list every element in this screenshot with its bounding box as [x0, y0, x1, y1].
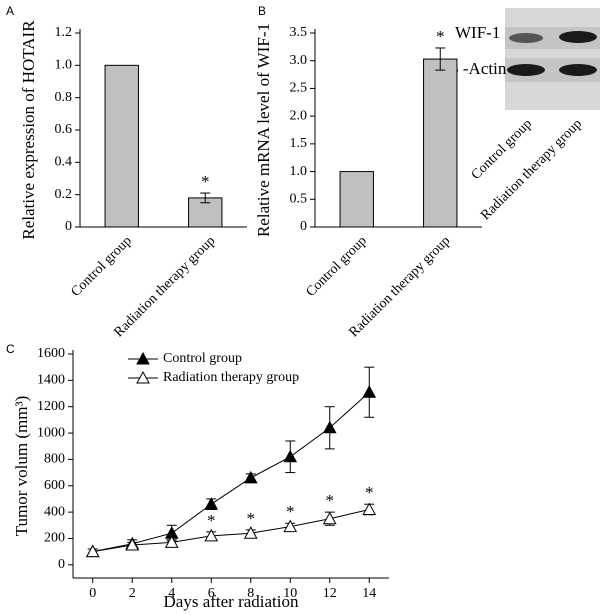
y-tick-label: 0.5	[290, 192, 308, 207]
panel-label: A	[6, 4, 14, 18]
bar	[339, 171, 374, 228]
significance-mark: *	[286, 502, 295, 521]
blot-band	[559, 31, 597, 43]
x-tick-label: 4	[168, 586, 175, 601]
y-tick-label: 3.0	[290, 53, 308, 68]
x-tick-label: 6	[208, 586, 215, 601]
panel-label: C	[6, 342, 15, 356]
legend-label: Radiation therapy group	[163, 370, 299, 385]
significance-mark: *	[247, 509, 256, 528]
y-tick-label: 800	[44, 452, 65, 467]
bar	[104, 64, 139, 228]
y-tick-label: 200	[44, 531, 65, 546]
y-tick-label: 2.5	[290, 81, 308, 96]
y-tick-label: 0.8	[55, 90, 73, 105]
legend-marker	[136, 370, 150, 384]
blot-lane-label: Radiation therapy group	[478, 116, 585, 223]
x-tick-label: Control group	[68, 233, 134, 299]
x-tick-label: 0	[89, 586, 96, 601]
marker	[125, 538, 140, 551]
marker	[85, 544, 100, 558]
blot-band	[559, 64, 597, 76]
significance-mark: *	[201, 172, 210, 191]
marker	[243, 526, 258, 539]
y-tick-label: 1600	[37, 346, 65, 361]
legend-label: Control group	[163, 351, 242, 366]
y-tick-label: 0.2	[55, 187, 73, 202]
significance-mark: *	[365, 483, 374, 502]
western-blot: WIF-1 β -Actin Control group Radiation t…	[450, 8, 600, 223]
series-line	[92, 391, 370, 553]
x-tick-label: 2	[129, 586, 136, 601]
y-tick-label: 1400	[37, 373, 65, 388]
significance-mark: *	[207, 511, 216, 530]
legend-marker	[136, 351, 150, 365]
bar	[423, 58, 458, 228]
marker	[362, 502, 377, 515]
blot-band-label: β -Actin	[450, 59, 507, 78]
y-tick-label: 1000	[37, 425, 65, 440]
marker	[243, 470, 258, 484]
y-tick-label: 0	[58, 557, 65, 572]
marker	[283, 449, 298, 463]
y-axis-label: Relative expression of HOTAIR	[19, 20, 38, 240]
marker	[362, 385, 377, 398]
marker	[283, 519, 298, 533]
y-tick-label: 400	[44, 504, 65, 519]
y-tick-label: 1.0	[55, 58, 73, 73]
y-tick-label: 0	[300, 219, 307, 234]
x-tick-label: 14	[362, 586, 376, 601]
x-axis-label: Days after radiation	[164, 592, 299, 611]
y-tick-label: 600	[44, 478, 65, 493]
x-tick-label: Control group	[303, 233, 369, 299]
y-tick-label: 1.0	[290, 164, 308, 179]
marker	[322, 511, 337, 525]
panel-label: B	[258, 4, 266, 18]
x-tick-label: 8	[247, 586, 254, 601]
x-tick-label: 10	[283, 586, 297, 601]
blot-band-label: WIF-1	[455, 23, 500, 42]
significance-mark: *	[326, 491, 335, 510]
marker	[204, 528, 219, 542]
y-tick-label: 0.6	[55, 122, 73, 137]
marker	[322, 420, 337, 434]
marker	[204, 497, 219, 510]
y-axis-label: Tumor volum (mm³)	[12, 396, 31, 536]
series-line	[92, 508, 370, 553]
y-tick-label: 1.2	[55, 25, 73, 40]
y-tick-label: 2.0	[290, 108, 308, 123]
blot-band	[509, 33, 543, 43]
marker	[164, 535, 179, 548]
y-tick-label: 1.5	[290, 136, 308, 151]
y-tick-label: 1200	[37, 399, 65, 414]
blot-band	[507, 64, 545, 76]
y-axis-label: Relative mRNA level of WIF-1	[254, 23, 273, 237]
x-tick-label: 12	[323, 586, 337, 601]
y-tick-label: 0.4	[55, 155, 73, 170]
significance-mark: *	[436, 27, 445, 46]
y-tick-label: 0	[65, 219, 72, 234]
y-tick-label: 3.5	[290, 25, 308, 40]
